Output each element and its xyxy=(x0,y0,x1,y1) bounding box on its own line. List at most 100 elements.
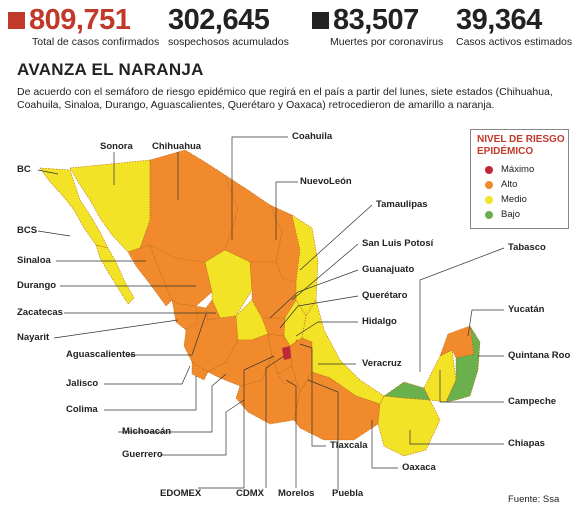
region-michoacan xyxy=(207,333,273,387)
leader-tlaxcala xyxy=(299,343,326,447)
label-coahuila: Coahuila xyxy=(292,131,333,142)
label-tabasco: Tabasco xyxy=(508,242,546,253)
leader-chiapas xyxy=(409,430,504,445)
region-bcs xyxy=(95,244,135,305)
label-bcs: BCS xyxy=(17,225,38,236)
label-cdmx: CDMX xyxy=(236,488,264,499)
leader-campeche xyxy=(439,370,504,403)
stat-active: 39,364 Casos activos estimados xyxy=(456,4,572,49)
region-colima xyxy=(191,361,209,381)
region-guerrero xyxy=(235,355,301,425)
legend-label-bajo: Bajo xyxy=(501,209,521,220)
stat-active-label: Casos activos estimados xyxy=(456,36,573,48)
leader-colima xyxy=(104,376,197,411)
stat-suspected-label: sospechosos acumulados xyxy=(168,36,289,48)
label-yucatan: Yucatán xyxy=(508,304,545,315)
leader-queretaro xyxy=(279,295,359,329)
leader-michoacan xyxy=(118,373,227,433)
legend-item-medio: Medio xyxy=(485,192,568,207)
region-aguascalientes xyxy=(205,299,221,321)
yellow-dot-icon xyxy=(485,195,493,204)
region-cdmx xyxy=(281,345,293,361)
legend-title-line2: EPIDÉMICO xyxy=(477,146,534,157)
leader-guerrero xyxy=(160,399,245,456)
orange-dot-icon xyxy=(485,180,493,189)
black-square-icon xyxy=(312,11,329,29)
region-sanluis xyxy=(249,261,297,319)
label-edomex: EDOMEX xyxy=(160,488,202,499)
red-dot-icon xyxy=(485,165,493,174)
leader-cdmx xyxy=(265,355,285,488)
label-puebla: Puebla xyxy=(332,488,364,499)
leader-coahuila xyxy=(231,136,288,240)
source-credit: Fuente: Ssa xyxy=(508,494,560,505)
leader-jalisco xyxy=(104,365,191,385)
leader-puebla xyxy=(307,379,339,490)
label-sanluis: San Luis Potosí xyxy=(362,238,434,249)
leader-morelos xyxy=(285,379,297,488)
risk-legend: NIVEL DE RIESGO EPIDÉMICO Máximo Alto Me… xyxy=(470,129,569,229)
label-durango: Durango xyxy=(17,280,57,291)
label-chiapas: Chiapas xyxy=(508,438,545,449)
legend-label-medio: Medio xyxy=(501,194,527,205)
label-oaxaca: Oaxaca xyxy=(402,462,436,473)
region-zacatecas xyxy=(204,249,253,319)
label-guanajuato: Guanajuato xyxy=(362,264,415,275)
green-dot-icon xyxy=(485,210,493,219)
label-nuevoleon: NuevoLeón xyxy=(300,176,352,187)
stat-suspected-value: 302,645 xyxy=(168,4,270,36)
region-durango xyxy=(149,244,213,307)
region-chiapas xyxy=(377,395,441,457)
label-colima: Colima xyxy=(66,404,98,415)
label-quintanaroo: Quintana Roo xyxy=(508,350,571,361)
leader-nuevoleon xyxy=(275,181,298,240)
label-tamaulipas: Tamaulipas xyxy=(376,199,428,210)
legend-label-alto: Alto xyxy=(501,179,518,190)
region-yucatan xyxy=(439,325,475,359)
label-hidalgo: Hidalgo xyxy=(362,316,397,327)
leader-tabasco xyxy=(419,247,505,372)
stat-confirmed-value: 809,751 xyxy=(29,4,131,36)
legend-title-line1: NIVEL DE RIESGO xyxy=(477,134,565,145)
label-queretaro: Querétaro xyxy=(362,290,408,301)
stat-suspected: 302,645 sospechosos acumulados xyxy=(168,4,289,49)
leader-hidalgo xyxy=(295,321,358,337)
leader-sanluis xyxy=(291,243,359,301)
label-chihuahua: Chihuahua xyxy=(152,141,202,152)
leader-aguascalientes xyxy=(128,313,207,356)
label-nayarit: Nayarit xyxy=(17,332,50,343)
leader-bcs xyxy=(37,230,71,237)
leader-bc xyxy=(37,169,59,175)
region-quintanaroo xyxy=(445,325,481,403)
region-sonora xyxy=(69,159,151,253)
leader-guanajuato xyxy=(269,269,359,319)
leader-tamaulipas xyxy=(299,204,373,271)
leader-edomex xyxy=(198,355,275,489)
label-michoacan: Michoacán xyxy=(122,426,172,437)
legend-item-bajo: Bajo xyxy=(485,207,568,222)
page-title: AVANZA EL NARANJA xyxy=(17,60,204,79)
stat-deaths: 83,507 Muertes por coronavirus xyxy=(312,4,443,49)
leader-nayarit xyxy=(53,319,179,339)
region-edomex xyxy=(267,333,293,375)
label-veracruz: Veracruz xyxy=(362,358,402,369)
legend-item-alto: Alto xyxy=(485,177,568,192)
stat-confirmed: 809,751 Total de casos confirmados xyxy=(8,4,159,49)
label-guerrero: Guerrero xyxy=(122,449,163,460)
label-sonora: Sonora xyxy=(100,141,133,152)
label-morelos: Morelos xyxy=(278,488,315,499)
label-aguascalientes: Aguascalientes xyxy=(66,349,136,360)
label-zacatecas: Zacatecas xyxy=(17,307,63,318)
stat-active-value: 39,364 xyxy=(456,4,542,36)
leader-yucatan xyxy=(467,309,504,337)
label-tlaxcala: Tlaxcala xyxy=(330,440,368,451)
legend-label-maximo: Máximo xyxy=(501,164,535,175)
leader-oaxaca xyxy=(371,420,398,469)
stat-deaths-value: 83,507 xyxy=(333,4,419,36)
stat-deaths-label: Muertes por coronavirus xyxy=(330,36,444,48)
label-sinaloa: Sinaloa xyxy=(17,255,51,266)
stat-confirmed-label: Total de casos confirmados xyxy=(32,36,160,48)
red-square-icon xyxy=(8,11,25,29)
region-chihuahua xyxy=(139,149,239,263)
